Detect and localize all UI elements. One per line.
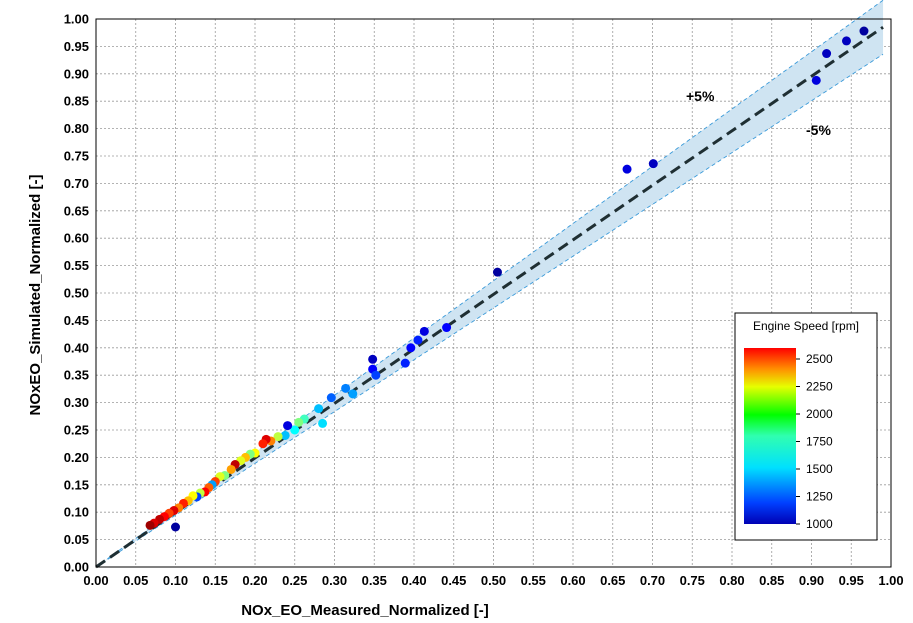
data-point <box>368 354 378 364</box>
x-tick-label: 0.00 <box>83 573 108 588</box>
data-point <box>406 343 416 353</box>
y-tick-label: 0.10 <box>64 505 89 520</box>
colorbar-gradient <box>744 348 796 524</box>
y-tick-label: 0.00 <box>64 560 89 575</box>
plot-frame <box>95 18 892 568</box>
data-point <box>318 418 328 428</box>
x-tick-label: 0.80 <box>719 573 744 588</box>
data-point <box>400 358 410 368</box>
lower-band-edge <box>95 53 884 568</box>
data-point <box>326 393 336 403</box>
x-tick-label: 0.45 <box>441 573 466 588</box>
x-tick-label: 0.90 <box>799 573 824 588</box>
x-tick-label: 0.55 <box>521 573 546 588</box>
data-point <box>811 75 821 85</box>
y-tick-label: 0.15 <box>64 477 89 492</box>
data-point <box>841 36 851 46</box>
y-tick-label: 0.55 <box>64 258 89 273</box>
data-point <box>258 439 268 449</box>
data-point <box>283 421 293 431</box>
data-point <box>648 159 658 169</box>
x-tick-label: 0.20 <box>242 573 267 588</box>
data-point <box>226 464 236 474</box>
y-tick-label: 0.40 <box>64 340 89 355</box>
y-tick-label: 0.70 <box>64 176 89 191</box>
y-axis-title: NOxEO_Simulated_Normalized [-] <box>27 175 44 416</box>
y-tick-label: 0.25 <box>64 423 89 438</box>
data-points <box>145 26 869 532</box>
data-point <box>145 520 155 530</box>
data-point <box>280 430 290 440</box>
data-point <box>822 49 832 59</box>
y-tick-label: 0.60 <box>64 231 89 246</box>
lower-band-label: -5% <box>806 122 831 138</box>
y-tick-label: 0.90 <box>64 66 89 81</box>
data-point <box>348 389 358 399</box>
x-tick-label: 0.75 <box>680 573 705 588</box>
colorbar-tick-label: 1250 <box>806 490 833 504</box>
y-tick-label: 0.05 <box>64 532 89 547</box>
data-point <box>294 417 304 427</box>
colorbar-title: Engine Speed [rpm] <box>753 319 859 333</box>
y-tick-label: 1.00 <box>64 12 89 27</box>
x-tick-label: 0.35 <box>362 573 387 588</box>
colorbar-legend: Engine Speed [rpm] 2500 2250 2000 1750 1500 1… <box>734 312 878 541</box>
x-tick-labels: 0.00 0.05 0.10 0.15 0.20 0.25 0.30 0.35 0.40 0.45… <box>83 573 903 588</box>
y-tick-label: 0.80 <box>64 121 89 136</box>
x-tick-label: 0.25 <box>282 573 307 588</box>
data-point <box>442 323 452 333</box>
x-tick-label: 0.65 <box>600 573 625 588</box>
y-tick-label: 0.50 <box>64 286 89 301</box>
data-point <box>859 26 869 36</box>
y-tick-labels: 0.00 0.05 0.10 0.15 0.20 0.25 0.30 0.35 0.40 0.45… <box>64 12 89 575</box>
x-axis-title: NOx_EO_Measured_Normalized [-] <box>241 602 489 619</box>
y-tick-label: 0.65 <box>64 203 89 218</box>
colorbar-tick-label: 1500 <box>806 462 833 476</box>
colorbar-tick-label: 2000 <box>806 407 833 421</box>
y-tick-label: 0.85 <box>64 94 89 109</box>
x-tick-label: 0.85 <box>759 573 784 588</box>
data-point <box>273 432 283 442</box>
data-point <box>341 383 351 393</box>
colorbar-tick-label: 1000 <box>806 517 833 531</box>
tolerance-band-fill <box>96 0 884 567</box>
upper-band-label: +5% <box>686 88 715 104</box>
data-point <box>314 404 324 414</box>
x-tick-label: 0.30 <box>322 573 347 588</box>
colorbar-ticks: 2500 2250 2000 1750 1500 1250 1000 <box>796 352 833 531</box>
x-tick-label: 0.70 <box>640 573 665 588</box>
x-tick-label: 0.50 <box>481 573 506 588</box>
y-tick-label: 0.75 <box>64 149 89 164</box>
y-tick-label: 0.95 <box>64 39 89 54</box>
y-tick-label: 0.30 <box>64 395 89 410</box>
colorbar-tick-label: 2500 <box>806 352 833 366</box>
data-point <box>622 164 632 174</box>
y-tick-label: 0.35 <box>64 368 89 383</box>
colorbar-tick-label: 1750 <box>806 435 833 449</box>
y-tick-label: 0.45 <box>64 313 89 328</box>
x-tick-label: 0.10 <box>163 573 188 588</box>
y-tick-label: 0.20 <box>64 450 89 465</box>
x-tick-label: 1.00 <box>878 573 903 588</box>
data-point <box>290 425 300 435</box>
x-tick-label: 0.95 <box>839 573 864 588</box>
colorbar-tick-label: 2250 <box>806 380 833 394</box>
data-point <box>371 370 381 380</box>
data-point <box>492 267 502 277</box>
data-point <box>419 326 429 336</box>
x-tick-label: 0.05 <box>123 573 148 588</box>
x-tick-label: 0.40 <box>401 573 426 588</box>
x-tick-label: 0.60 <box>560 573 585 588</box>
x-tick-label: 0.15 <box>203 573 228 588</box>
data-point <box>413 335 423 345</box>
data-point <box>171 522 180 532</box>
